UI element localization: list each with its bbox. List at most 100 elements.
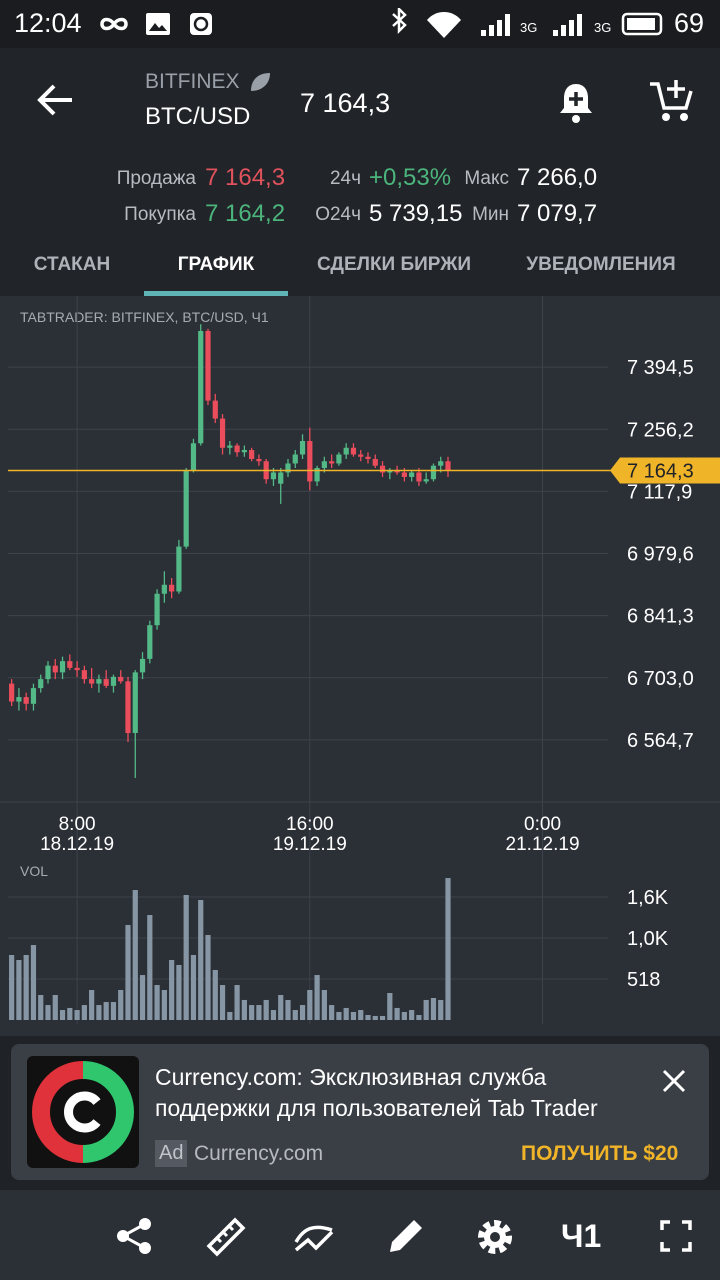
candle-body <box>278 472 284 484</box>
volume-bar <box>423 999 429 1020</box>
volume-bar <box>227 1012 233 1020</box>
volume-bar <box>278 994 284 1020</box>
last-price-tag <box>610 457 720 484</box>
stat-value: 7 079,7 <box>517 200 598 227</box>
volume-bar <box>74 1010 80 1020</box>
volume-bar <box>16 959 22 1020</box>
y-tick-label: 6 841,3 <box>627 606 694 628</box>
candle-body <box>292 454 298 464</box>
candle-body <box>205 330 211 401</box>
volume-bar <box>292 1010 298 1020</box>
candle-body <box>387 470 393 473</box>
chart-background <box>0 296 720 1036</box>
volume-bar <box>394 1007 400 1020</box>
ad-banner[interactable]: Currency.com: Эксклюзивная служба поддер… <box>11 1044 709 1180</box>
candle-body <box>198 330 204 444</box>
candle-body <box>96 679 102 684</box>
y-tick-label: 7 117,9 <box>627 481 692 503</box>
volume-bar <box>9 955 15 1020</box>
y-tick-label: 6 564,7 <box>627 730 694 752</box>
candle-body <box>52 665 58 673</box>
x-tick-label: 16:00 <box>286 814 334 835</box>
volume-bar <box>45 1005 51 1020</box>
ad-title: Currency.com: Эксклюзивная служба <box>155 1064 547 1090</box>
tab[interactable]: ГРАФИК <box>177 254 255 275</box>
volume-bar <box>198 899 204 1020</box>
interval-button[interactable]: Ч1 <box>561 1218 602 1254</box>
volume-bar <box>358 1010 364 1020</box>
volume-bar <box>416 1015 422 1020</box>
last-price-label: 7 164,3 <box>627 461 694 483</box>
volume-bar <box>96 1005 102 1020</box>
candle-body <box>350 447 357 455</box>
indicators-button[interactable] <box>294 1220 336 1254</box>
volume-bar <box>379 1015 386 1020</box>
x-tick-label: 8:00 <box>59 814 96 835</box>
stat-label: Макс <box>464 168 509 189</box>
volume-bar <box>249 1005 255 1020</box>
share-button[interactable] <box>115 1216 155 1256</box>
candle-body <box>401 472 407 477</box>
volume-bar <box>445 878 451 1020</box>
candle-body <box>89 679 95 684</box>
exchange-name: BITFINEX <box>145 70 240 93</box>
candle-body <box>23 697 29 704</box>
candle-body <box>183 470 189 547</box>
stat-value: 7 164,3 <box>205 164 286 191</box>
ad-cta[interactable]: ПОЛУЧИТЬ $20 <box>521 1142 679 1165</box>
tab[interactable]: СТАКАН <box>33 254 111 275</box>
tab[interactable]: СДЕЛКИ БИРЖИ <box>316 254 472 275</box>
volume-bar <box>139 975 146 1020</box>
ad-close[interactable] <box>661 1068 687 1094</box>
stat-label: Покупка <box>124 204 196 225</box>
candle-body <box>438 461 444 466</box>
candle-body <box>365 456 371 459</box>
volume-bar <box>169 959 175 1020</box>
volume-bar <box>307 989 313 1020</box>
x-tick-date: 21.12.19 <box>506 834 580 855</box>
candle-body <box>249 450 255 459</box>
volume-tick-label: 1,6K <box>627 887 669 909</box>
alert-button[interactable] <box>556 80 596 124</box>
candle-body <box>139 658 146 673</box>
candle-body <box>190 443 197 471</box>
header: BITFINEX BTC/USD 7 164,3 Продажа 7 164,3 П… <box>0 48 720 296</box>
ruler-button[interactable] <box>205 1216 247 1258</box>
volume-bar <box>350 1012 357 1020</box>
candle-body <box>147 625 153 659</box>
candle-body <box>256 458 262 462</box>
volume-bar <box>154 985 160 1020</box>
back-button[interactable] <box>36 82 76 118</box>
tab[interactable]: УВЕДОМЛЕНИЯ <box>526 254 676 275</box>
candle-body <box>270 472 277 480</box>
candle-body <box>307 441 313 482</box>
candle-body <box>74 667 80 671</box>
stat-label: О24ч <box>315 204 361 225</box>
volume-bar <box>176 964 182 1020</box>
candle-body <box>379 465 386 473</box>
settings-button[interactable] <box>474 1216 516 1258</box>
ad-source: Currency.com <box>194 1142 324 1165</box>
fullscreen-button[interactable] <box>660 1220 692 1252</box>
candle-body <box>169 584 175 592</box>
candle-body <box>212 400 218 419</box>
volume-bar <box>30 945 37 1020</box>
status-icons <box>100 13 212 35</box>
candle-body <box>219 418 226 448</box>
stat-label: Продажа <box>116 168 196 189</box>
status-bar: 12:04 3G 3G 69 <box>0 0 720 48</box>
volume-bar <box>125 924 131 1020</box>
network-label: 3G <box>594 20 612 35</box>
volume-bar <box>285 999 291 1020</box>
candle-body <box>372 458 378 466</box>
volume-bar <box>299 1005 306 1020</box>
volume-bar <box>387 993 393 1020</box>
candle-body <box>343 447 349 455</box>
draw-button[interactable] <box>386 1216 426 1256</box>
trade-button[interactable] <box>648 78 694 124</box>
stat-value: 7 266,0 <box>517 164 598 191</box>
volume-bar <box>409 1010 415 1020</box>
stat-value: +0,53% <box>369 164 452 191</box>
volume-bar <box>212 969 218 1020</box>
ad-logo <box>27 1056 139 1168</box>
